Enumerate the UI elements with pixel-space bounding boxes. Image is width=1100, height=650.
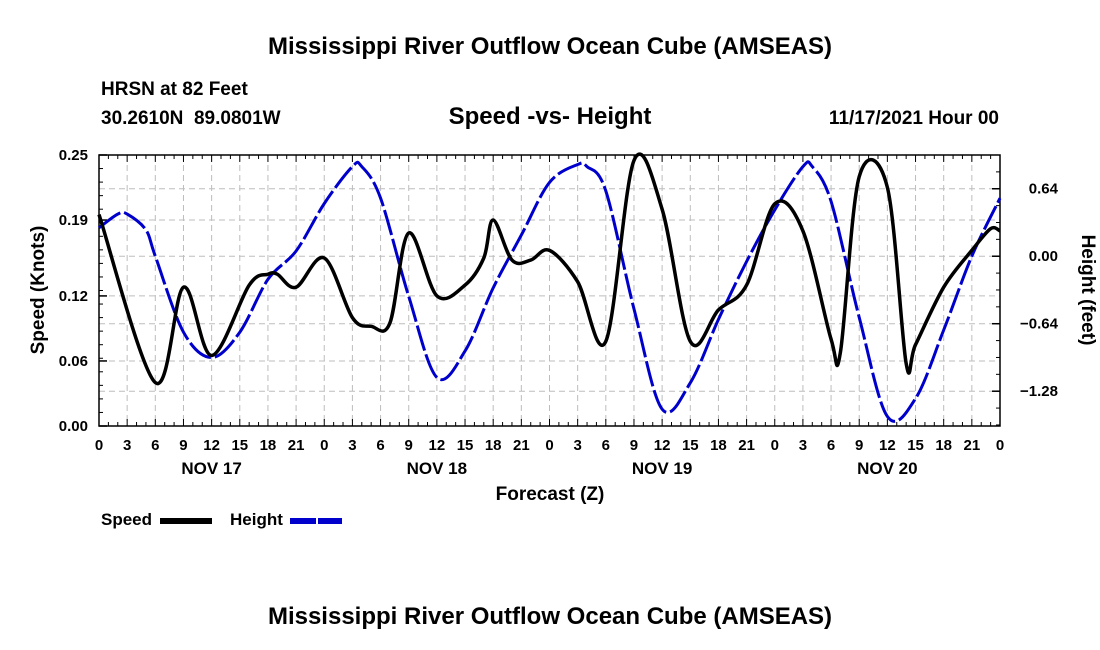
footer-title: Mississippi River Outflow Ocean Cube (AM… xyxy=(268,603,832,630)
x-tick-label: 0 xyxy=(320,437,328,454)
y-left-tick-label: 0.00 xyxy=(59,418,88,435)
speed-series-line xyxy=(97,152,1001,386)
x-tick-label: 9 xyxy=(179,437,187,454)
x-tick-label: 18 xyxy=(485,437,502,454)
x-tick-label: 9 xyxy=(405,437,413,454)
y-right-label: Height (feet) xyxy=(1077,235,1098,346)
series-lines xyxy=(97,152,1002,423)
grid-lines xyxy=(99,155,1000,426)
x-tick-label: 6 xyxy=(151,437,159,454)
axes: 0 3 6 9 12 15 18 21 0 3 6 9 12 15 18 21 0 3 6 9 12 15 18 21 0 3 6 9… xyxy=(59,147,1059,478)
y-left-label: Speed (Knots) xyxy=(28,226,49,355)
date-label: 11/17/2021 Hour 00 xyxy=(829,108,999,129)
y-right-tick-label: 0.00 xyxy=(1029,248,1058,265)
y-right-tick-label: 0.64 xyxy=(1029,181,1059,198)
day-label: NOV 17 xyxy=(181,459,241,478)
x-tick-label: 15 xyxy=(907,437,924,454)
x-tick-label: 12 xyxy=(203,437,220,454)
x-tick-label: 6 xyxy=(827,437,835,454)
x-tick-label: 18 xyxy=(935,437,952,454)
legend-height-label: Height xyxy=(230,510,283,529)
height-series-line xyxy=(98,160,1002,423)
y-left-tick-label: 0.12 xyxy=(59,288,88,305)
x-tick-label: 3 xyxy=(348,437,356,454)
legend-speed-label: Speed xyxy=(101,510,152,529)
x-tick-label: 18 xyxy=(260,437,277,454)
day-label: NOV 19 xyxy=(632,459,692,478)
x-tick-label: 3 xyxy=(573,437,581,454)
x-tick-label: 9 xyxy=(855,437,863,454)
x-tick-label: 12 xyxy=(879,437,896,454)
x-tick-label: 18 xyxy=(710,437,727,454)
x-tick-label: 0 xyxy=(95,437,103,454)
y-left-tick-label: 0.19 xyxy=(59,212,88,229)
day-label: NOV 20 xyxy=(857,459,917,478)
x-axis-label: Forecast (Z) xyxy=(496,484,605,505)
x-tick-label: 15 xyxy=(231,437,248,454)
x-tick-label: 21 xyxy=(513,437,530,454)
coords-label: 30.2610N 89.0801W xyxy=(101,108,281,129)
chart-title: Mississippi River Outflow Ocean Cube (AM… xyxy=(268,33,832,60)
station-label: HRSN at 82 Feet xyxy=(101,79,248,100)
x-tick-label: 3 xyxy=(799,437,807,454)
x-tick-label: 21 xyxy=(964,437,981,454)
day-label: NOV 18 xyxy=(407,459,467,478)
y-left-tick-label: 0.25 xyxy=(59,147,88,164)
x-tick-label: 0 xyxy=(545,437,553,454)
x-tick-label: 0 xyxy=(996,437,1004,454)
x-tick-label: 15 xyxy=(682,437,699,454)
x-tick-label: 0 xyxy=(771,437,779,454)
chart-subtitle: Speed -vs- Height xyxy=(449,103,652,130)
x-tick-label: 6 xyxy=(376,437,384,454)
x-tick-label: 21 xyxy=(288,437,305,454)
y-right-tick-label: −0.64 xyxy=(1020,316,1059,333)
x-tick-label: 21 xyxy=(738,437,755,454)
x-tick-label: 3 xyxy=(123,437,131,454)
legend: Speed Height xyxy=(101,510,342,529)
y-right-tick-label: −1.28 xyxy=(1020,383,1058,400)
x-tick-label: 9 xyxy=(630,437,638,454)
x-tick-label: 6 xyxy=(602,437,610,454)
x-tick-label: 12 xyxy=(429,437,446,454)
x-tick-label: 15 xyxy=(457,437,474,454)
y-left-tick-label: 0.06 xyxy=(59,353,88,370)
x-tick-label: 12 xyxy=(654,437,671,454)
